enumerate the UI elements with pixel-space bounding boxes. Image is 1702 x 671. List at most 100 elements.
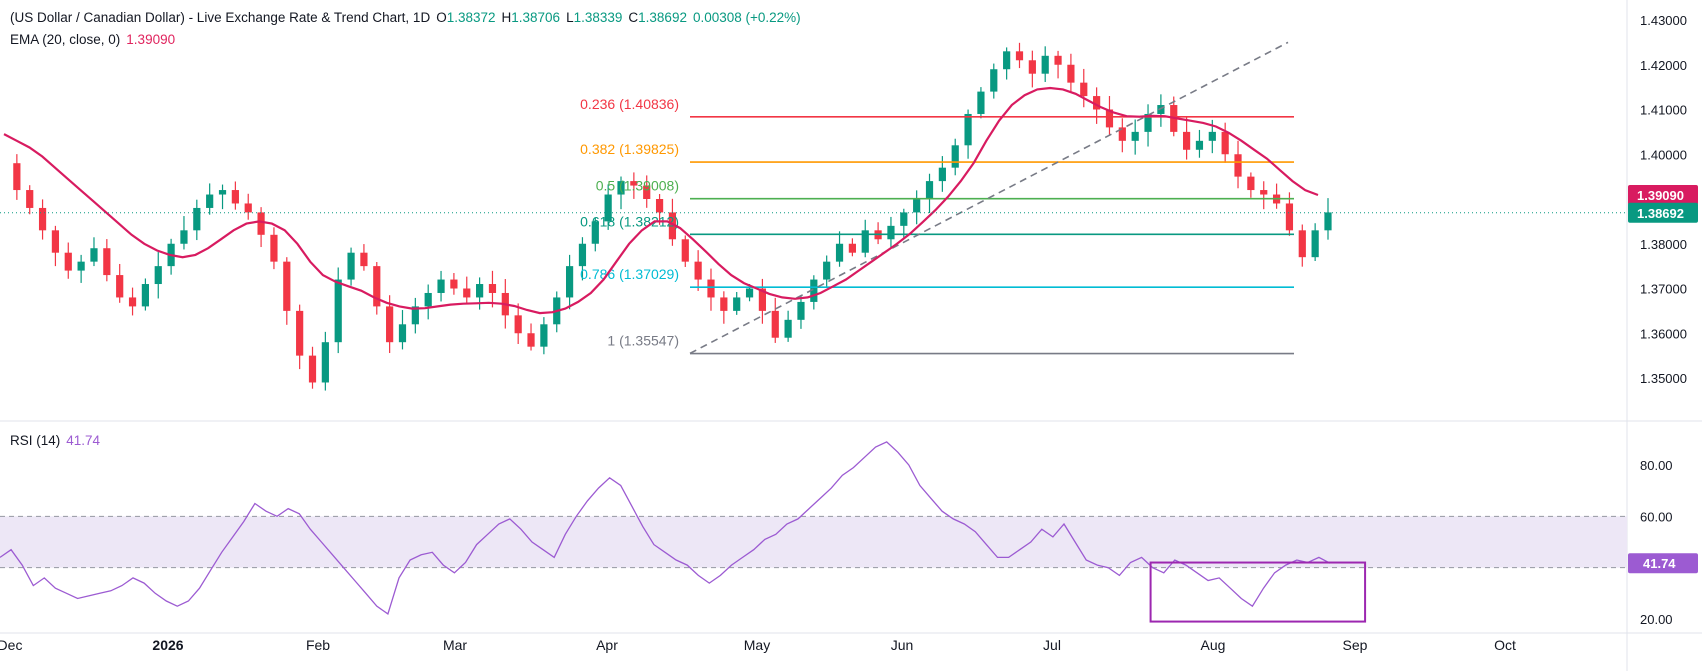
candle-up (784, 319, 792, 338)
candle-down (1183, 131, 1191, 150)
candle-up (90, 248, 98, 262)
candle-up (1208, 131, 1216, 141)
candle-down (360, 252, 368, 267)
candle-down (1285, 203, 1294, 231)
candle-up (861, 230, 869, 253)
candle-down (527, 333, 535, 347)
candle-up (951, 145, 959, 168)
price-tick-label: 1.35000 (1640, 371, 1687, 386)
candle-up (476, 284, 484, 298)
candle-down (1080, 82, 1088, 97)
candle-up (1157, 105, 1165, 114)
candle-down (128, 297, 137, 307)
ema-line (3, 86, 1319, 315)
ema-price-badge-label: 1.39090 (1637, 188, 1684, 203)
rsi-header: RSI (14) 41.74 (10, 433, 106, 448)
candle-up (1003, 51, 1011, 70)
rsi-value-badge-label: 41.74 (1643, 556, 1676, 571)
candle-down (707, 279, 715, 298)
candle-up (398, 324, 407, 343)
open-label: O (436, 10, 447, 25)
time-tick-label: Jun (891, 637, 914, 653)
candle-up (823, 261, 831, 280)
low-label: L (566, 10, 574, 25)
candle-down (38, 207, 47, 231)
price-tick-label: 1.41000 (1640, 103, 1687, 118)
candle-up (141, 284, 149, 307)
time-tick-label: Dec (0, 637, 22, 653)
candle-down (643, 185, 651, 199)
time-tick-label: May (744, 637, 770, 653)
rsi-line (0, 441, 1331, 615)
ema-header: EMA (20, close, 0) 1.39090 (10, 32, 181, 47)
candle-down (51, 230, 60, 253)
candle-up (154, 266, 162, 285)
candle-up (604, 194, 612, 222)
high-label: H (501, 10, 512, 25)
fib-level-label: 0.786 (1.37029) (580, 266, 679, 282)
rsi-label: RSI (14) (10, 433, 61, 448)
candle-up (218, 190, 227, 195)
candle-down (103, 248, 111, 276)
close-value: 1.38692 (638, 10, 687, 25)
candle-down (13, 163, 21, 191)
candle-down (1054, 55, 1062, 65)
candle-down (1260, 190, 1268, 195)
candle-down (386, 306, 394, 343)
time-tick-label: Apr (596, 637, 618, 653)
candle-up (206, 194, 214, 208)
candle-down (244, 203, 252, 213)
candle-down (1247, 176, 1255, 191)
rsi-tick-label: 20.00 (1640, 612, 1673, 627)
candle-up (964, 113, 972, 146)
candle-down (308, 355, 317, 383)
time-tick-label: Jul (1043, 637, 1061, 653)
change-value: 0.00308 (+0.22%) (692, 10, 801, 25)
price-tick-label: 1.42000 (1640, 58, 1687, 73)
fib-level-label: 0.618 (1.38212) (580, 213, 679, 229)
candle-down (758, 288, 767, 311)
price-tick-label: 1.36000 (1640, 326, 1687, 341)
candle-down (1298, 230, 1306, 258)
ema-label: EMA (20, close, 0) (10, 32, 121, 47)
fib-level-label: 1 (1.35547) (607, 333, 679, 349)
candle-up (797, 301, 805, 320)
ema-price-badge (1628, 184, 1698, 205)
price-tick-label: 1.40000 (1640, 147, 1687, 162)
candle-up (810, 279, 818, 302)
chart-title: (US Dollar / Canadian Dollar) - Live Exc… (10, 10, 431, 25)
candle-down (231, 190, 239, 204)
candle-down (694, 261, 702, 280)
rsi-highlight-box (1149, 561, 1367, 623)
candle-down (450, 279, 458, 289)
candle-down (848, 243, 856, 253)
candle-down (514, 315, 522, 334)
candle-down (1028, 60, 1036, 74)
candle-up (925, 181, 934, 199)
candle-down (26, 190, 34, 208)
candle-down (681, 239, 689, 262)
candle-up (565, 266, 574, 298)
candle-down (116, 275, 124, 298)
candle-up (77, 261, 85, 271)
time-tick-label: Sep (1343, 637, 1368, 653)
price-tick-label: 1.38000 (1640, 237, 1687, 252)
candle-up (321, 342, 329, 383)
last-price-badge-label: 1.38692 (1637, 206, 1684, 221)
time-tick-label: 2026 (152, 637, 183, 653)
candle-down (1105, 109, 1114, 128)
candle-down (296, 310, 304, 356)
candle-down (463, 288, 471, 298)
candle-down (771, 310, 779, 338)
time-tick-label: Oct (1494, 637, 1516, 653)
candle-up (938, 167, 946, 182)
candle-down (373, 266, 381, 307)
price-tick-label: 1.37000 (1640, 282, 1687, 297)
rsi-tick-label: 60.00 (1640, 509, 1673, 524)
candle-up (1041, 55, 1049, 74)
open-value: 1.38372 (446, 10, 496, 25)
last-price-badge (1628, 202, 1698, 223)
candle-down (1118, 127, 1126, 141)
